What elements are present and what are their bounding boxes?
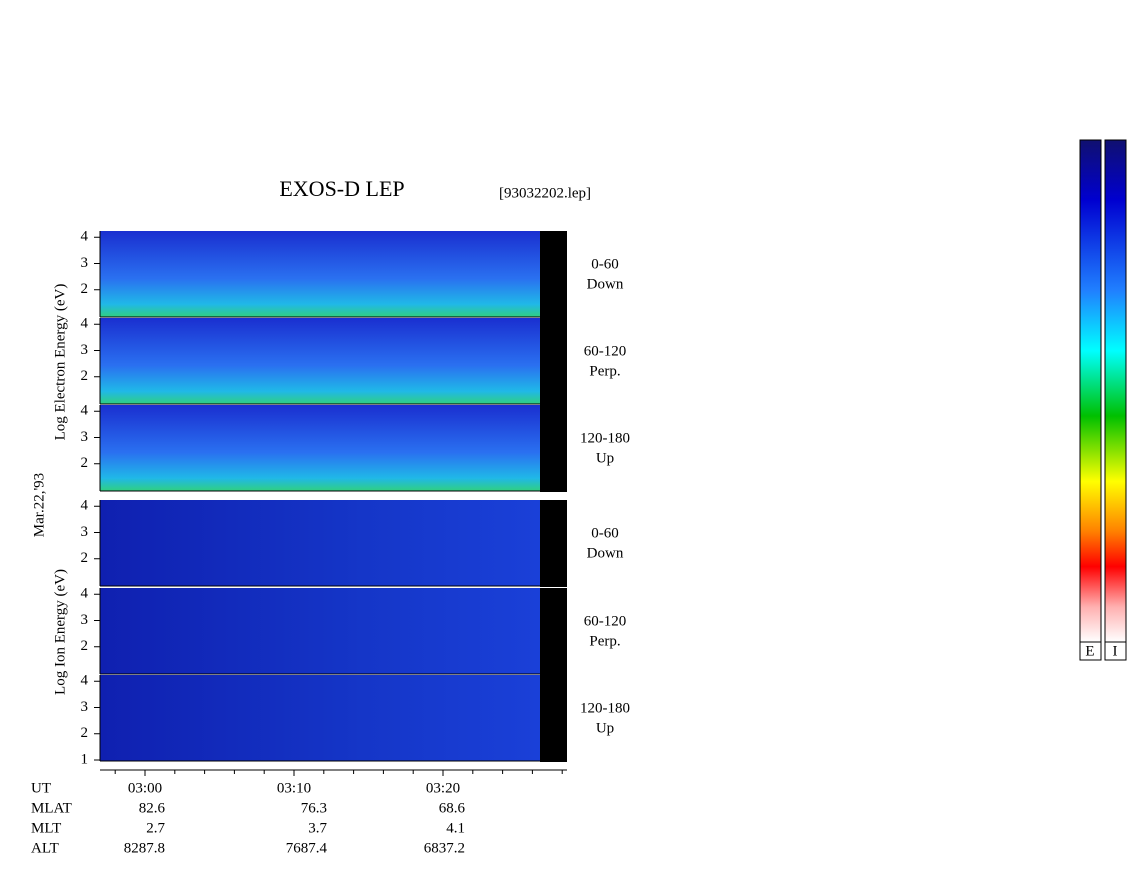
no-data (540, 588, 567, 675)
spectrogram (100, 405, 540, 491)
ephemeris-value: 4.1 (446, 820, 465, 836)
spectrogram (100, 500, 540, 586)
y-tick-label: 4 (81, 403, 89, 419)
row-label: UT (31, 780, 51, 796)
y-tick-label: 4 (81, 586, 89, 602)
y-tick-label: 2 (81, 638, 89, 654)
direction-label: Perp. (589, 363, 620, 379)
ephemeris-value: 3.7 (308, 820, 327, 836)
y-tick-label: 3 (81, 342, 89, 358)
y-tick-label: 3 (81, 699, 89, 715)
angle-label: 120-180 (580, 430, 630, 446)
direction-label: Perp. (589, 633, 620, 649)
angle-label: 0-60 (591, 256, 619, 272)
ephemeris-value: 82.6 (139, 800, 166, 816)
y-tick-label: 4 (81, 316, 89, 332)
no-data (540, 231, 567, 318)
row-label: ALT (31, 840, 59, 856)
direction-label: Up (596, 450, 614, 466)
angle-label: 0-60 (591, 525, 619, 541)
y-tick-label: 4 (81, 498, 89, 514)
row-label: MLT (31, 820, 61, 836)
angle-label: 120-180 (580, 700, 630, 716)
ephemeris-value: 2.7 (146, 820, 165, 836)
ephemeris-value: 68.6 (439, 800, 466, 816)
y-tick-label: 2 (81, 725, 89, 741)
y-tick-label: 2 (81, 281, 89, 297)
y-tick-label: 4 (81, 229, 89, 245)
y-tick-label: 3 (81, 429, 89, 445)
colorbars: E I (1079, 139, 1127, 661)
no-data (540, 500, 567, 587)
ephemeris-value: 76.3 (301, 800, 327, 816)
y-tick-label: 3 (81, 255, 89, 271)
time-label: 03:10 (277, 780, 311, 796)
time-label: 03:20 (426, 780, 460, 796)
no-data (540, 318, 567, 405)
ion-axis-label: Log Ion Energy (eV) (52, 569, 68, 695)
colorbar-label: E (1085, 643, 1094, 659)
file-name: [93032202.lep] (499, 185, 591, 201)
y-tick-label: 4 (81, 673, 89, 689)
spectrogram (100, 588, 540, 674)
time-label: 03:00 (128, 780, 162, 796)
no-data (540, 675, 567, 762)
y-tick-label: 3 (81, 612, 89, 628)
electron-axis-label: Log Electron Energy (eV) (52, 284, 68, 441)
ephemeris-value: 8287.8 (124, 840, 165, 856)
spectrogram (100, 675, 540, 761)
ephemeris-value: 7687.4 (286, 840, 328, 856)
y-tick-label: 3 (81, 524, 89, 540)
spectrogram (100, 231, 540, 317)
direction-label: Up (596, 720, 614, 736)
date: Mar.22,'93 (31, 473, 47, 537)
colorbar-label: I (1113, 643, 1118, 659)
direction-label: Down (587, 276, 624, 292)
ephemeris-value: 6837.2 (424, 840, 465, 856)
direction-label: Down (587, 545, 624, 561)
y-tick-label: 1 (81, 751, 89, 767)
y-tick-label: 2 (81, 550, 89, 566)
angle-label: 60-120 (584, 613, 627, 629)
y-tick-label: 2 (81, 368, 89, 384)
y-tick-label: 2 (81, 455, 89, 471)
row-label: MLAT (31, 800, 72, 816)
title: EXOS-D LEP (279, 176, 404, 201)
no-data (540, 405, 567, 492)
spectrogram (100, 318, 540, 404)
angle-label: 60-120 (584, 343, 627, 359)
